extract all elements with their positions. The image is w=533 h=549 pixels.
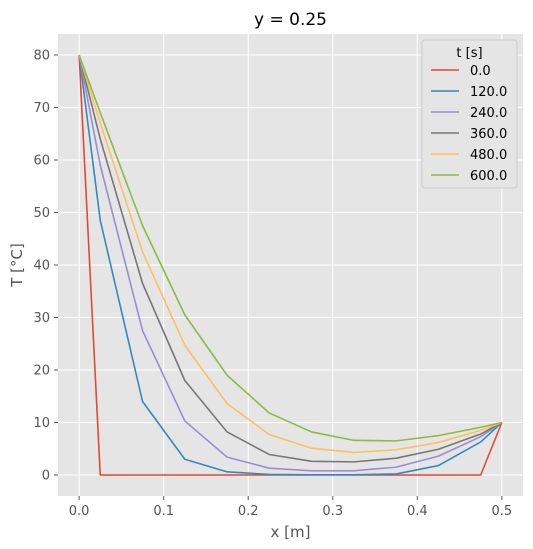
legend-label-480.0: 480.0 <box>470 148 507 163</box>
x-tick-label: 0.1 <box>153 504 174 519</box>
y-tick-label: 20 <box>33 364 50 379</box>
legend-label-240.0: 240.0 <box>470 106 507 121</box>
legend-label-0.0: 0.0 <box>470 64 491 79</box>
legend-label-120.0: 120.0 <box>470 85 507 100</box>
y-tick-label: 50 <box>33 206 50 221</box>
legend-label-600.0: 600.0 <box>470 169 507 184</box>
y-tick-label: 60 <box>33 154 50 169</box>
y-ticks: 0 10 20 30 40 50 60 70 80 <box>33 49 58 484</box>
x-tick-label: 0.4 <box>407 504 428 519</box>
x-tick-label: 0.5 <box>492 504 513 519</box>
series-line-240.0 <box>78 54 503 472</box>
x-ticks: 0.0 0.1 0.2 0.3 0.4 0.5 <box>69 496 512 519</box>
x-tick-label: 0.2 <box>238 504 259 519</box>
y-axis-label: T [°C] <box>8 243 26 288</box>
series-line-600.0 <box>78 54 503 442</box>
series-line-480.0 <box>78 54 503 454</box>
x-tick-label: 0.0 <box>69 504 90 519</box>
legend-box <box>421 39 518 189</box>
y-tick-label: 70 <box>33 101 50 116</box>
series-lines <box>78 54 503 476</box>
legend: t [s] 0.0 120.0 240.0 360.0 480.0 600.0 <box>421 39 518 189</box>
y-tick-label: 0 <box>42 469 50 484</box>
legend-label-360.0: 360.0 <box>470 127 507 142</box>
chart-title: y = 0.25 <box>254 10 327 30</box>
y-tick-label: 40 <box>33 259 50 274</box>
y-tick-label: 10 <box>33 416 50 431</box>
legend-items: 0.0 120.0 240.0 360.0 480.0 600.0 <box>431 64 507 184</box>
legend-title: t [s] <box>456 46 482 61</box>
y-tick-label: 80 <box>33 49 50 64</box>
series-line-120.0 <box>78 54 503 476</box>
x-axis-label: x [m] <box>271 523 311 541</box>
x-tick-label: 0.3 <box>322 504 343 519</box>
y-tick-label: 30 <box>33 311 50 326</box>
series-line-360.0 <box>78 54 503 463</box>
